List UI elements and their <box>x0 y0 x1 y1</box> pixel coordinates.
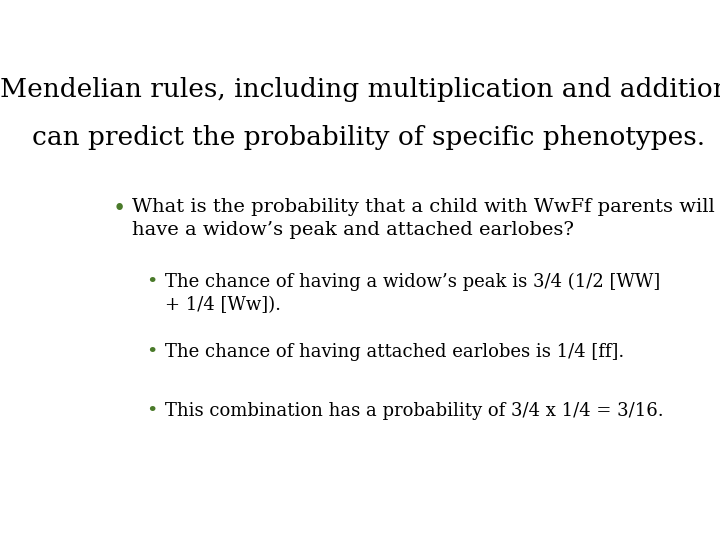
Text: •: • <box>112 198 125 220</box>
Text: •: • <box>145 343 157 361</box>
Text: The chance of having a widow’s peak is 3/4 (1/2 [WW]
+ 1/4 [Ww]).: The chance of having a widow’s peak is 3… <box>166 273 660 314</box>
Text: •: • <box>145 273 157 291</box>
Text: Mendelian rules, including multiplication and addition,: Mendelian rules, including multiplicatio… <box>0 77 720 102</box>
Text: This combination has a probability of 3/4 x 1/4 = 3/16.: This combination has a probability of 3/… <box>166 402 664 420</box>
Text: What is the probability that a child with WwFf parents will
have a widow’s peak : What is the probability that a child wit… <box>132 198 714 239</box>
Text: can predict the probability of specific phenotypes.: can predict the probability of specific … <box>32 125 706 150</box>
Text: •: • <box>145 402 157 420</box>
Text: The chance of having attached earlobes is 1/4 [ff].: The chance of having attached earlobes i… <box>166 343 624 361</box>
